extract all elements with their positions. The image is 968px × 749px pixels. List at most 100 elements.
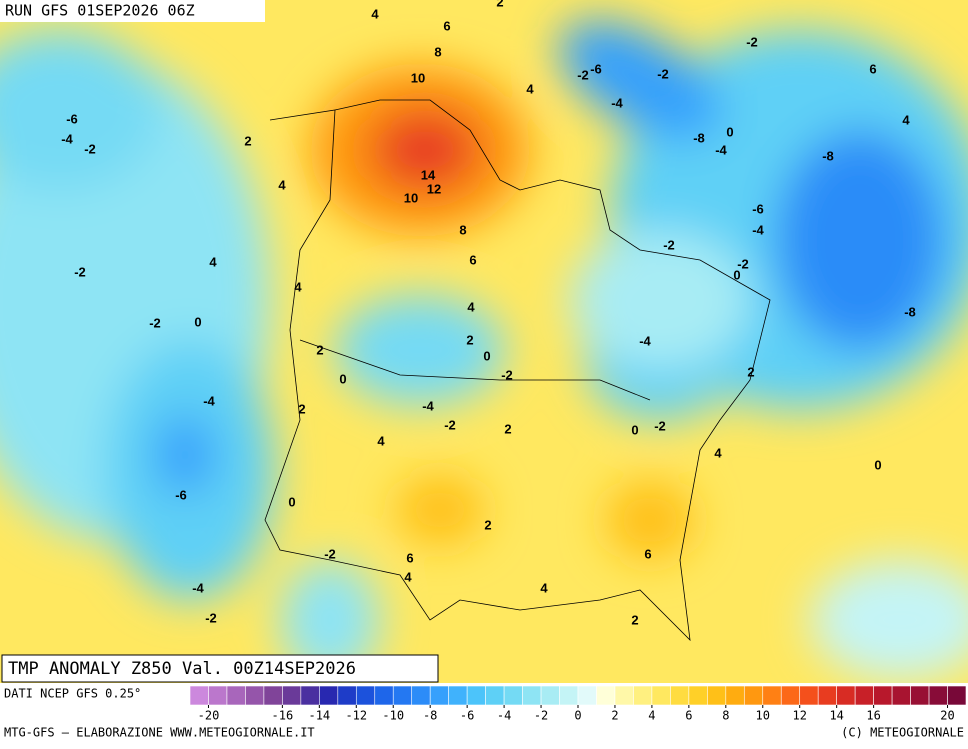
color-swatch — [429, 685, 449, 706]
contour-label: 2 — [298, 401, 305, 416]
color-swatch — [337, 685, 357, 706]
color-swatch — [319, 685, 339, 706]
contour-label: 4 — [404, 569, 412, 584]
color-swatch — [725, 685, 745, 706]
color-swatch — [836, 685, 856, 706]
contour-label: -4 — [752, 222, 764, 237]
color-swatch — [263, 685, 283, 706]
contour-label: -4 — [639, 333, 651, 348]
color-swatch — [448, 685, 468, 706]
contour-label: 2 — [631, 612, 638, 627]
contour-label: -4 — [203, 393, 215, 408]
contour-label: 0 — [726, 124, 733, 139]
contour-label: -4 — [422, 398, 434, 413]
colorbar-label: -4 — [497, 709, 511, 723]
border — [299, 339, 651, 401]
contour-label: 4 — [294, 279, 302, 294]
color-swatch — [928, 685, 948, 706]
contour-label: -2 — [324, 546, 336, 561]
color-swatch — [226, 685, 246, 706]
contour-label: 6 — [443, 18, 450, 33]
contour-label: -6 — [752, 201, 764, 216]
colorbar-label: 14 — [829, 709, 843, 723]
color-swatch — [559, 685, 579, 706]
contour-label: -8 — [822, 148, 834, 163]
colorbar-label: 6 — [685, 709, 692, 723]
color-swatch — [300, 685, 320, 706]
contour-label: 0 — [288, 494, 295, 509]
contour-label: 2 — [747, 364, 754, 379]
source: DATI NCEP GFS 0.25° — [4, 687, 141, 701]
color-swatch — [799, 685, 819, 706]
color-swatch — [503, 685, 523, 706]
contour-label: 0 — [874, 457, 881, 472]
contour-label: 6 — [406, 550, 413, 565]
colorbar-label: 4 — [648, 709, 655, 723]
contour-label: 4 — [278, 177, 286, 192]
contour-label: 6 — [644, 546, 651, 561]
contour-label: -2 — [577, 67, 589, 82]
colorbar-label: 0 — [574, 709, 581, 723]
contour-label: 0 — [339, 371, 346, 386]
color-swatch — [522, 685, 542, 706]
colorbar-label: -20 — [198, 709, 220, 723]
copyright: (C) METEOGIORNALE — [841, 726, 964, 740]
contour-label: 4 — [714, 445, 722, 460]
contour-label: -4 — [192, 580, 204, 595]
colorbar-label: 8 — [722, 709, 729, 723]
contour-label: -8 — [693, 130, 705, 145]
contour-label: 4 — [377, 433, 385, 448]
contour-label: 2 — [504, 421, 511, 436]
contour-label: 2 — [484, 517, 491, 532]
contour-label: -2 — [74, 264, 86, 279]
color-swatch — [392, 685, 413, 706]
colorbar-label: -14 — [308, 709, 330, 723]
contour-label: 2 — [466, 332, 473, 347]
contour-label: -2 — [149, 315, 161, 330]
colorbar-label: -8 — [423, 709, 437, 723]
color-swatch — [245, 685, 265, 706]
contour-label: 0 — [194, 314, 201, 329]
color-swatch — [466, 685, 486, 706]
color-swatch — [873, 685, 893, 706]
contour-label: 4 — [371, 6, 379, 21]
contour-label: 4 — [540, 580, 548, 595]
color-swatch — [485, 685, 505, 706]
color-swatch — [651, 685, 671, 706]
map-title: TMP ANOMALY Z850 Val. 00Z14SEP2026 — [8, 659, 356, 679]
color-swatch — [189, 685, 209, 706]
color-swatch — [355, 685, 376, 706]
color-swatch — [910, 685, 930, 706]
color-swatch — [670, 685, 690, 706]
contour-label: 6 — [869, 61, 876, 76]
color-swatch — [891, 685, 911, 706]
contour-label: 12 — [427, 181, 441, 196]
color-swatch — [374, 685, 394, 706]
contour-label: -4 — [61, 131, 73, 146]
contour-label: -2 — [205, 610, 217, 625]
contour-label: 8 — [459, 222, 466, 237]
contour-label: -2 — [657, 66, 669, 81]
contour-label: 14 — [421, 167, 436, 182]
colorbar-label: -12 — [345, 709, 367, 723]
color-swatch — [707, 685, 727, 706]
colorbar-label: 16 — [866, 709, 880, 723]
contour-label: 10 — [404, 190, 418, 205]
colorbar-label: 20 — [940, 709, 954, 723]
coastline — [264, 99, 771, 642]
contour-label: -2 — [654, 418, 666, 433]
contour-label: 4 — [467, 299, 475, 314]
contour-label: 0 — [733, 267, 740, 282]
contour-label: -2 — [501, 367, 513, 382]
color-swatch — [817, 685, 837, 706]
header-box — [0, 0, 265, 22]
color-swatch — [743, 685, 764, 706]
colorbar-label: -2 — [534, 709, 548, 723]
contour-label: -2 — [444, 417, 456, 432]
colorbar-label: -6 — [460, 709, 474, 723]
contour-label: -8 — [904, 304, 916, 319]
contour-label: 0 — [631, 422, 638, 437]
color-swatch — [947, 685, 967, 706]
color-swatch — [762, 685, 782, 706]
